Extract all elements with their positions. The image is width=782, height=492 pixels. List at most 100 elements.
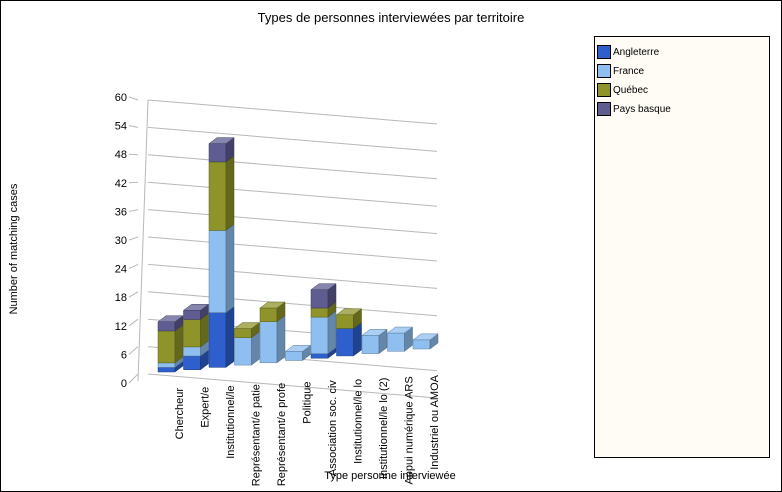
bar-side [327,310,337,355]
bar-front [157,367,176,373]
bar-stack [284,344,312,361]
legend-item: Angleterre [597,44,659,60]
bar-front [208,230,227,313]
bar-stack [157,315,184,373]
bar-segment [157,315,184,332]
bar-top [310,283,337,290]
bar-segment [412,333,439,350]
bar-front [208,143,227,163]
bar-top [157,315,184,323]
bar-stack [310,283,337,359]
y-tick-connector [128,236,139,241]
bar-front [412,339,431,350]
gridline [147,154,438,180]
x-tick-label: Institutionnel/le lo (2) [378,378,390,480]
bar-front [259,321,278,364]
bar-front [285,351,303,361]
bar-stack [386,326,414,352]
y-tick-label: 24 [115,264,127,276]
bar-side [225,306,235,368]
bar-front [387,332,405,352]
x-tick-label: Politique [302,382,314,424]
bar-segment [259,301,286,323]
bar-top [182,304,210,311]
x-tick-label: Chercheur [174,388,186,440]
bar-stack [361,328,388,355]
legend-swatch [597,102,611,116]
legend-swatch [597,45,611,59]
y-tick-connector [128,346,139,355]
legend-swatch [597,64,611,78]
bar-front [183,355,201,370]
gridline [147,291,438,317]
y-tick-connector [128,181,139,184]
bar-segment [284,344,312,361]
bar-segment [386,326,414,352]
bar-stack [412,333,439,350]
bar-segment [208,155,235,231]
y-tick-label: 60 [115,92,127,104]
bar-top [208,137,235,144]
y-tick-label: 48 [115,149,127,161]
bar-segment [310,310,337,355]
x-tick-label: Institutionnel/le lo [353,379,365,464]
legend-item: Québec [597,82,648,98]
bar-front [208,312,227,368]
bar-front [183,310,201,320]
legend-item: France [597,63,644,79]
legend-label: Pays basque [613,103,671,115]
gridline [147,236,438,262]
legend-label: Québec [613,84,649,96]
legend-item: Pays basque [597,101,671,117]
bar-segment [233,322,261,339]
y-tick-connector [128,291,139,298]
bar-side [174,324,184,364]
x-axis-title: Type personne interviewée [324,470,456,482]
bar-top [259,301,286,309]
bar-front [336,314,354,329]
bar-stack [182,303,210,371]
bar-top [233,322,261,329]
bar-front [234,328,252,338]
x-tick-label: Représentant/e patie [251,384,263,486]
bar-front [157,321,176,332]
bar-top [412,333,439,341]
gridline [147,99,438,125]
y-tick-label: 54 [115,121,127,133]
y-tick-connector [128,318,139,327]
gridline [147,373,438,399]
chart-title: Types de personnes interviewées par terr… [257,10,525,25]
bar-stack [335,308,363,357]
y-tick-label: 30 [115,235,127,247]
bar-segment [259,315,286,364]
y-tick-label: 42 [115,178,127,190]
x-tick-label: Industriel ou AMOA [429,374,441,469]
x-tick-label: Association soc. civ [327,380,339,476]
gridline [147,126,438,152]
gridline [147,181,438,207]
bar-stack [233,322,261,366]
x-tick-label: Appui numérique ARS [404,376,416,484]
bar-front [157,362,176,368]
bar-side [225,223,235,314]
bar-front [336,328,354,357]
bar-segment [208,137,235,163]
bar-front [310,353,329,359]
y-tick-connector [128,263,139,270]
y-tick-connector [128,153,139,156]
bar-segment [208,223,235,314]
bar-side [225,155,235,231]
y-tick-connector [128,209,139,212]
bar-top [361,329,388,336]
bar-segment [182,303,210,320]
legend-label: Angleterre [613,46,660,58]
bar-front [157,330,176,364]
bar-front [361,335,380,354]
legend: Angleterre France Québec Pays basque [594,36,770,458]
bar-segment [208,306,235,368]
y-tick-label: 6 [121,349,127,361]
bar-front [310,316,329,354]
bar-segment [335,308,363,329]
bar-front [234,337,252,366]
